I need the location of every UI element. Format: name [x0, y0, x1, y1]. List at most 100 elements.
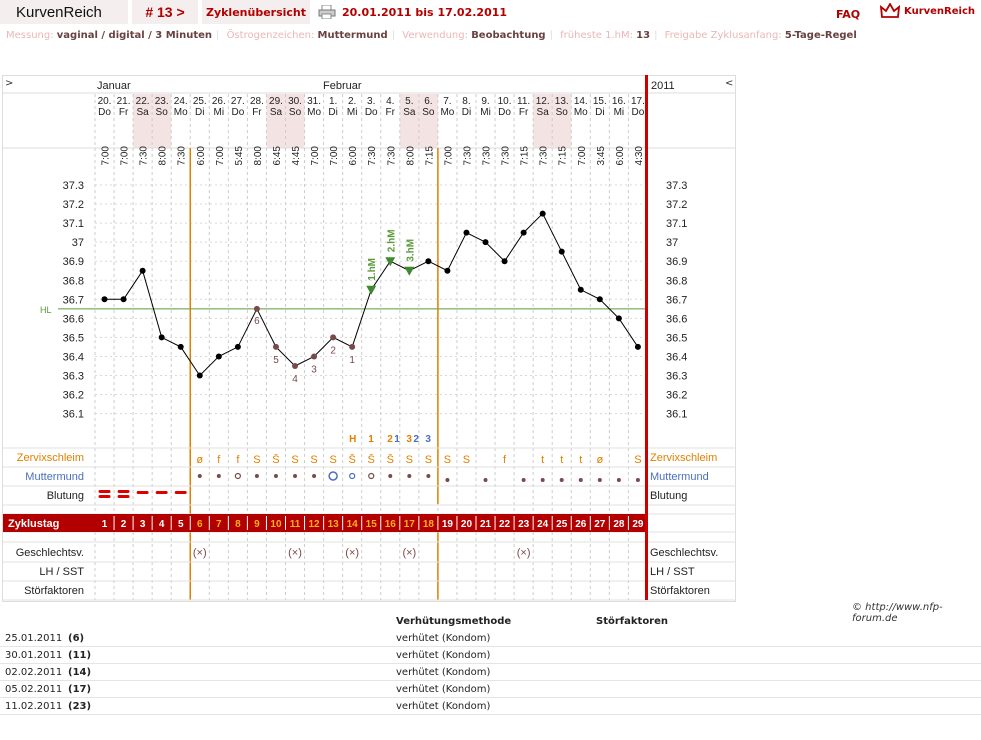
brand-logo[interactable]: KurvenReich: [880, 3, 975, 19]
bleeding-mark: [98, 490, 111, 493]
day-number: 7.: [443, 96, 451, 107]
cervix-symbol: S̄: [272, 453, 279, 466]
year-label: 2011: [651, 80, 675, 92]
copyright[interactable]: © http://www.nfp-forum.de: [852, 602, 943, 624]
day-number: 8.: [462, 96, 470, 107]
cycle-day-number: 1: [102, 519, 108, 530]
crown-icon: [880, 3, 900, 18]
cervix-position-mark: [328, 471, 338, 481]
temperature-point: [444, 267, 451, 274]
weekday: Sa: [137, 107, 150, 118]
measure-time: 8:00: [405, 146, 416, 166]
day-number: 10.: [498, 96, 512, 107]
nav-next-button[interactable]: <: [725, 78, 734, 89]
weekday: Mi: [480, 107, 491, 118]
y-tick-left: 36.5: [63, 332, 84, 344]
usage-value: Beobachtung: [471, 30, 546, 41]
y-tick-left: 36.3: [63, 371, 84, 383]
measure-time: 7:30: [139, 146, 150, 166]
note-date: 11.02.2011: [5, 701, 63, 712]
measure-time: 7:30: [177, 146, 188, 166]
cervix-symbol: ø: [196, 454, 203, 466]
measure-time: 5:45: [234, 146, 245, 166]
cycle-day-label: Zyklustag: [8, 518, 59, 530]
cycle-day-number: 17: [404, 519, 416, 530]
row-label-lower: Störfaktoren: [24, 585, 84, 597]
measure-time: 7:00: [120, 146, 131, 166]
y-tick-right: 37: [666, 237, 678, 249]
temperature-chart: Januar Februar 201120.Do7:0021.Fr7:0022.Sa…: [3, 80, 736, 601]
cervix-symbol: f: [217, 454, 221, 466]
y-tick-right: 36.8: [666, 275, 687, 287]
y-tick-right: 36.6: [666, 313, 687, 325]
estrogen-value: Muttermund: [317, 30, 388, 41]
cycle-day-number: 22: [499, 519, 511, 530]
weekend-column: [152, 94, 172, 148]
cervix-symbol: S: [406, 454, 413, 466]
weekday: Mi: [214, 107, 225, 118]
earliest-value: 13: [636, 30, 651, 41]
day-number: 26.: [212, 96, 226, 107]
cervix-position-mark: [368, 472, 375, 480]
cervix-symbol: ø: [596, 454, 603, 466]
weekday: Di: [328, 107, 337, 118]
y-tick-right: 36.9: [666, 256, 687, 268]
day-number: 25.: [193, 96, 207, 107]
day-number: 23.: [155, 96, 169, 107]
cervix-position-mark: [616, 478, 621, 482]
notes-row: 05.02.2011 (17) verhütet (Kondom): [0, 681, 981, 698]
measure-time: 7:00: [101, 146, 112, 166]
faq-link[interactable]: FAQ: [836, 8, 861, 21]
cervix-symbol: t: [560, 454, 563, 466]
cycle-day-number: 27: [594, 519, 606, 530]
weekday: Fr: [519, 107, 529, 118]
temperature-point: [501, 258, 508, 265]
weekday: Mo: [174, 107, 188, 118]
row-label-cervix-pos: Muttermund: [25, 471, 84, 483]
day-number: 1.: [329, 96, 337, 107]
row-label-lower-right: Störfaktoren: [650, 585, 710, 597]
disturb-header: Störfaktoren: [596, 616, 669, 627]
notes-header: Verhütungsmethode Störfaktoren: [0, 613, 981, 630]
cervix-position-mark: [293, 474, 298, 478]
cycle-day-number: 21: [480, 519, 492, 530]
day-number: 5.: [405, 96, 413, 107]
cycle-day-number: 28: [613, 519, 625, 530]
measure-time: 7:30: [501, 146, 512, 166]
cycle-day-number: 25: [556, 519, 568, 530]
weekday: So: [422, 107, 435, 118]
cycle-number-link[interactable]: # 13 >: [132, 0, 198, 24]
note-method: verhütet (Kondom): [396, 701, 491, 712]
day-number: 29.: [269, 96, 283, 107]
cervix-symbol: S: [253, 454, 260, 466]
weekday: Mi: [614, 107, 625, 118]
weekday: Do: [231, 107, 244, 118]
cervix-position-mark: [597, 478, 602, 482]
measure-time: 4:45: [291, 146, 302, 166]
day-number: 20.: [98, 96, 112, 107]
note-date: 02.02.2011: [5, 667, 63, 678]
row-label-bleeding: Blutung: [47, 490, 84, 502]
measure-time: 3:45: [596, 146, 607, 166]
app-title: KurvenReich: [0, 0, 128, 24]
note-cycle-day: (6): [68, 633, 85, 644]
cervix-symbol: S̄: [387, 453, 394, 466]
y-tick-left: 37: [72, 237, 84, 249]
cycle-day-number: 5: [178, 519, 184, 530]
nav-prev-button[interactable]: >: [5, 78, 14, 89]
hl-label: HL: [40, 305, 52, 315]
note-cycle-day: (14): [68, 667, 92, 678]
printer-icon[interactable]: [318, 5, 336, 19]
weekday: Di: [462, 107, 471, 118]
temperature-point: [577, 286, 584, 293]
measure-time: 7:00: [215, 146, 226, 166]
cycle-day-number: 9: [254, 519, 260, 530]
weekday: Di: [595, 107, 604, 118]
cycle-overview-link[interactable]: Zyklenübersicht: [202, 0, 310, 24]
weekday: Di: [195, 107, 204, 118]
weekday: Do: [98, 107, 111, 118]
cervix-position-mark: [483, 478, 488, 482]
y-tick-left: 37.3: [63, 180, 84, 192]
cycle-day-number: 12: [309, 519, 321, 530]
cycle-day-number: 7: [216, 519, 222, 530]
